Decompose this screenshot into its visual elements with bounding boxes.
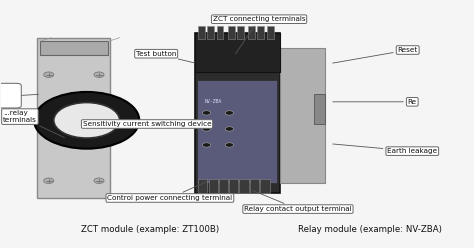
Text: Re: Re — [333, 99, 417, 105]
FancyBboxPatch shape — [229, 180, 238, 193]
FancyBboxPatch shape — [228, 26, 235, 39]
FancyBboxPatch shape — [267, 26, 274, 39]
Text: Earth leakage: Earth leakage — [333, 144, 438, 154]
Text: ZCT module (example: ZT100B): ZCT module (example: ZT100B) — [81, 225, 219, 234]
FancyBboxPatch shape — [239, 180, 248, 193]
Circle shape — [202, 143, 210, 147]
FancyBboxPatch shape — [250, 180, 259, 193]
Circle shape — [44, 72, 54, 77]
FancyBboxPatch shape — [260, 180, 270, 193]
FancyBboxPatch shape — [209, 180, 218, 193]
Circle shape — [225, 143, 234, 147]
Text: NV-ZBA: NV-ZBA — [204, 99, 221, 104]
Circle shape — [202, 111, 210, 115]
FancyBboxPatch shape — [280, 48, 325, 183]
Text: ZCT connecting terminals: ZCT connecting terminals — [213, 16, 305, 54]
Text: Reset: Reset — [333, 47, 418, 63]
Circle shape — [94, 72, 104, 77]
Circle shape — [225, 111, 234, 115]
Text: Relay contact output terminal: Relay contact output terminal — [244, 190, 352, 212]
Text: Relay module (example: NV-ZBA): Relay module (example: NV-ZBA) — [298, 225, 442, 234]
FancyBboxPatch shape — [208, 26, 214, 39]
FancyBboxPatch shape — [198, 26, 205, 39]
FancyBboxPatch shape — [247, 26, 255, 39]
FancyBboxPatch shape — [198, 180, 208, 193]
FancyBboxPatch shape — [0, 83, 21, 108]
Circle shape — [225, 127, 234, 131]
FancyBboxPatch shape — [39, 41, 108, 55]
FancyBboxPatch shape — [195, 33, 280, 72]
Text: Test button: Test button — [136, 51, 195, 63]
Text: Control power connecting terminal: Control power connecting terminal — [107, 182, 232, 201]
FancyBboxPatch shape — [219, 180, 228, 193]
FancyBboxPatch shape — [37, 38, 110, 198]
FancyBboxPatch shape — [217, 26, 223, 39]
Circle shape — [34, 92, 139, 149]
Circle shape — [202, 127, 210, 131]
FancyBboxPatch shape — [257, 26, 264, 39]
FancyBboxPatch shape — [314, 94, 325, 124]
Circle shape — [44, 178, 54, 184]
Circle shape — [54, 102, 119, 138]
FancyBboxPatch shape — [237, 26, 244, 39]
Circle shape — [94, 178, 104, 184]
FancyBboxPatch shape — [197, 80, 277, 183]
Text: ...relay
terminals: ...relay terminals — [3, 110, 64, 138]
FancyBboxPatch shape — [195, 33, 280, 193]
Text: Sensitivity current switching device: Sensitivity current switching device — [83, 121, 211, 129]
